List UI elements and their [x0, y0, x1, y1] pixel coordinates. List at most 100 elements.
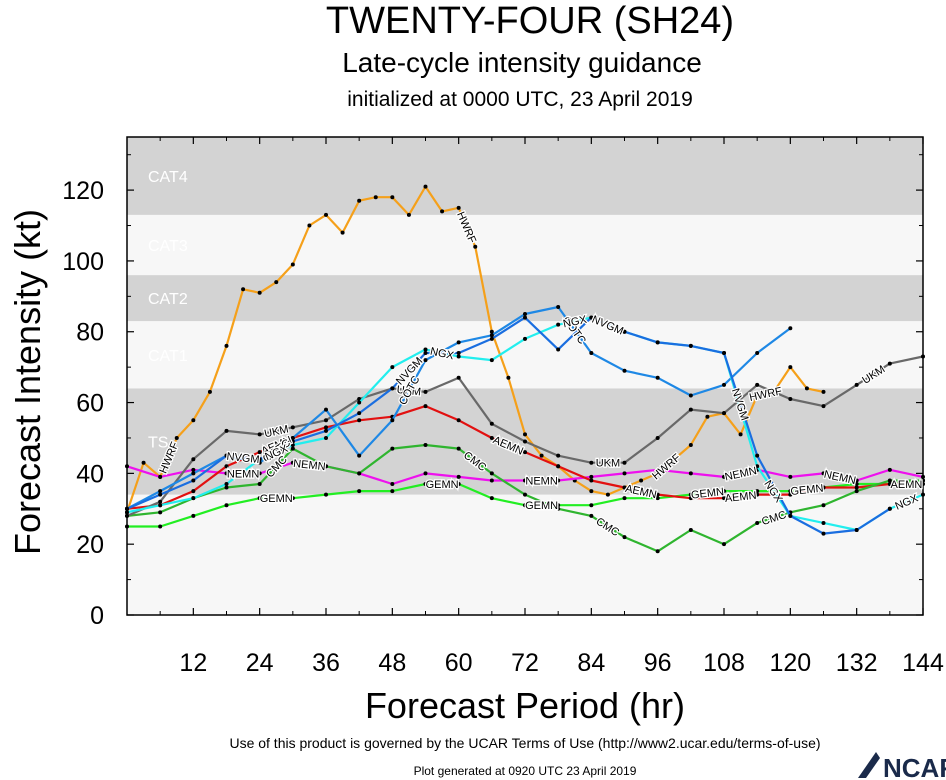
data-point-hwrf — [191, 418, 196, 423]
data-point-cotc — [788, 326, 793, 331]
data-point-aemn — [722, 496, 726, 501]
data-point-ngx — [125, 510, 129, 515]
data-point-hwrf — [523, 432, 527, 437]
data-point-cotc — [423, 358, 428, 363]
data-point-nemn — [821, 471, 826, 476]
data-point-cmc — [622, 535, 627, 540]
data-point-hwrf — [207, 389, 212, 394]
data-point-aemn — [622, 485, 627, 490]
data-point-cmc — [821, 503, 826, 508]
series-label-nemn: NEMN — [227, 468, 259, 480]
data-point-ngx — [390, 365, 395, 370]
data-point-cotc — [290, 435, 295, 440]
data-point-nemn — [655, 467, 660, 472]
data-point-hwrf — [688, 443, 693, 448]
data-point-cmc — [257, 481, 262, 486]
series-label-nemn: NEMN — [525, 475, 557, 487]
data-point-hwrf — [589, 489, 594, 494]
data-point-gemn — [489, 496, 494, 501]
data-point-hwrf — [506, 375, 511, 380]
data-point-nvgm — [655, 340, 660, 345]
data-point-aemn — [423, 404, 428, 409]
data-point-ukm — [887, 361, 892, 366]
data-point-hwrf — [456, 205, 461, 210]
data-point-nemn — [456, 474, 461, 479]
data-point-ukm — [423, 389, 428, 394]
data-point-nemn — [556, 478, 561, 483]
data-point-cotc — [523, 312, 527, 317]
data-point-gemn — [125, 524, 129, 529]
data-point-nvgm — [854, 528, 859, 533]
ncar-logo-text: NCAR — [883, 753, 946, 780]
x-tick-label: 108 — [703, 649, 745, 677]
data-point-cmc — [357, 471, 362, 476]
data-point-gemn — [257, 496, 262, 501]
data-point-nvgm — [257, 457, 262, 462]
data-point-aemn — [655, 492, 660, 497]
x-tick-label: 84 — [577, 649, 605, 677]
data-point-nemn — [887, 467, 892, 472]
series-label-ngx: NGX — [562, 314, 588, 331]
data-point-nemn — [489, 478, 494, 483]
data-point-cotc — [324, 407, 328, 412]
data-point-gemn — [589, 503, 594, 508]
data-point-cmc — [423, 443, 428, 448]
data-point-aemn — [589, 478, 594, 483]
plot-generated-note: Plot generated at 0920 UTC 23 April 2019 — [414, 764, 637, 778]
series-label-aemn: AEMN — [724, 490, 757, 505]
y-axis-label: Forecast Intensity (kt) — [7, 209, 48, 555]
data-point-nvgm — [887, 506, 892, 511]
data-point-aemn — [788, 492, 793, 497]
data-point-ngx — [489, 358, 494, 363]
data-point-hwrf — [539, 453, 544, 458]
intensity-bands: TS CAT1 CAT2 CAT3 CAT4 — [127, 137, 923, 615]
y-tick-label: 80 — [76, 319, 104, 347]
data-point-ukm — [854, 382, 859, 387]
data-point-hwrf — [489, 329, 494, 334]
y-tick-label: 120 — [62, 177, 104, 205]
data-point-hwrf — [241, 287, 246, 292]
series-label-gemn: GEMN — [260, 493, 293, 505]
data-point-nvgm — [158, 492, 163, 497]
data-point-gemn — [755, 489, 760, 494]
data-point-gemn — [622, 496, 627, 501]
band-label-cat2: CAT2 — [148, 291, 188, 308]
data-point-aemn — [456, 418, 461, 423]
data-point-ukm — [788, 397, 793, 402]
data-point-hwrf — [605, 492, 610, 497]
data-point-hwrf — [672, 457, 677, 462]
data-point-nvgm — [556, 347, 561, 352]
data-point-nvgm — [722, 350, 726, 355]
data-point-cotc — [489, 333, 494, 338]
data-point-ukm — [688, 407, 693, 412]
data-point-ngx — [324, 435, 328, 440]
data-point-hwrf — [257, 290, 262, 295]
data-point-nemn — [257, 471, 262, 476]
series-label-nvgm: NVGM — [226, 451, 260, 466]
data-point-ukm — [622, 460, 627, 465]
data-point-aemn — [257, 450, 262, 455]
data-point-nemn — [423, 471, 428, 476]
data-point-aemn — [887, 481, 892, 486]
x-tick-label: 72 — [511, 649, 539, 677]
data-point-nvgm — [523, 315, 527, 320]
data-point-gemn — [523, 503, 527, 508]
data-point-cmc — [158, 510, 163, 515]
data-point-nvgm — [224, 453, 229, 458]
series-label-gemn: GEMN — [790, 483, 824, 498]
data-point-nemn — [589, 474, 594, 479]
data-point-aemn — [854, 485, 859, 490]
data-point-aemn — [755, 492, 760, 497]
chart-init-time: initialized at 0000 UTC, 23 April 2019 — [347, 88, 693, 111]
data-point-hwrf — [804, 386, 809, 391]
data-point-gemn — [158, 524, 163, 529]
series-label-aemn: AEMN — [891, 479, 923, 491]
band-label-ts: TS — [148, 435, 168, 452]
data-point-cotc — [622, 368, 627, 373]
data-point-gemn — [456, 481, 461, 486]
data-point-cmc — [722, 542, 726, 547]
data-point-cmc — [589, 513, 594, 518]
data-point-gemn — [191, 513, 196, 518]
chart-subtitle: Late-cycle intensity guidance — [342, 47, 702, 78]
